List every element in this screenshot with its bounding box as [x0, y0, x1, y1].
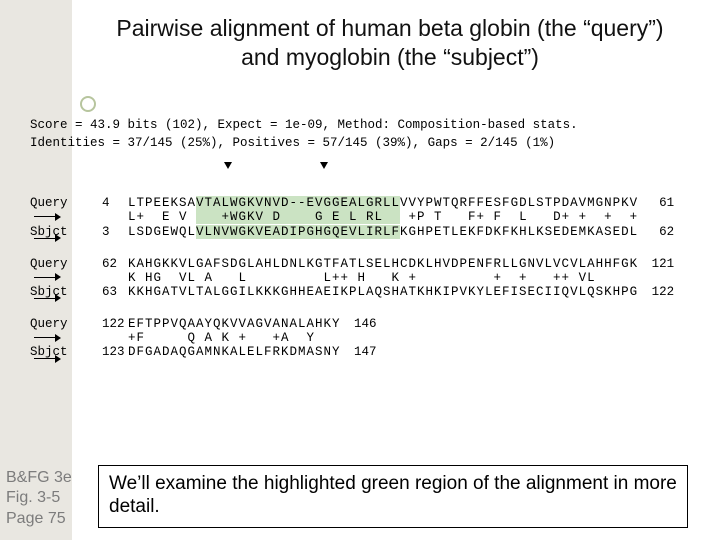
position-start: 4	[102, 196, 128, 210]
position-end: 61	[638, 196, 674, 210]
row-label	[30, 331, 102, 345]
row-label: Query	[30, 196, 102, 210]
arrow-right-icon	[34, 331, 61, 345]
highlight-region: +WGKV D G E L RL	[196, 210, 400, 224]
cite-line-3: Page 75	[6, 509, 72, 530]
position-end: 147	[341, 345, 377, 359]
alignment-stats: Score = 43.9 bits (102), Expect = 1e-09,…	[30, 116, 695, 152]
position-start: 3	[102, 225, 128, 239]
alignment-row: Sbjct3LSDGEWQLVLNVWGKVEADIPGHGQEVLIRLFKG…	[30, 225, 695, 239]
stats-line-2: Identities = 37/145 (25%), Positives = 5…	[30, 134, 695, 152]
row-label	[30, 352, 102, 366]
position-end: 62	[638, 225, 674, 239]
row-label	[30, 271, 102, 285]
sequence-text: K HG VL A L L++ H K + + + ++ VL	[128, 271, 638, 285]
alignment-area: Score = 43.9 bits (102), Expect = 1e-09,…	[30, 116, 695, 355]
ring-decor-icon	[80, 96, 96, 112]
alignment-row: L+ E V +WGKV D G E L RL +P T F+ F L D+ +…	[30, 210, 695, 224]
cite-line-2: Fig. 3-5	[6, 488, 72, 509]
position-end: 122	[638, 285, 674, 299]
sequence-text: EFTPPVQAAYQKVVAGVANALAHKY	[128, 317, 341, 331]
alignment-row: +F Q A K + +A Y	[30, 331, 695, 345]
down-arrow-icon	[320, 162, 328, 169]
alignment-block: Query122EFTPPVQAAYQKVVAGVANALAHKY146+F Q…	[30, 317, 695, 361]
cite-line-1: B&FG 3e	[6, 468, 72, 489]
position-start: 62	[102, 257, 128, 271]
footer-note-box: We’ll examine the highlighted green regi…	[98, 465, 688, 529]
slide-title: Pairwise alignment of human beta globin …	[100, 14, 680, 72]
arrow-right-icon	[34, 292, 61, 306]
sequence-text: DFGADAQGAMNKALELFRKDMASNY	[128, 345, 341, 359]
row-label: Query	[30, 257, 102, 271]
row-label	[30, 292, 102, 306]
alignment-block: Query4LTPEEKSAVTALWGKVNVD--EVGGEALGRLLVV…	[30, 196, 695, 240]
position-start: 63	[102, 285, 128, 299]
position-end: 121	[638, 257, 674, 271]
footer-citation: B&FG 3e Fig. 3-5 Page 75	[6, 468, 72, 530]
sequence-text: +F Q A K + +A Y	[128, 331, 341, 345]
position-start: 123	[102, 345, 128, 359]
arrow-right-icon	[34, 271, 61, 285]
highlight-region: VTALWGKVNVD--EVGGEALGRLL	[196, 196, 400, 210]
down-arrow-icon	[224, 162, 232, 169]
alignment-row: Query122EFTPPVQAAYQKVVAGVANALAHKY146	[30, 317, 695, 331]
row-label: Query	[30, 317, 102, 331]
arrow-right-icon	[34, 352, 61, 366]
sequence-text: KKHGATVLTALGGILKKKGHHEAEIKPLAQSHATKHKIPV…	[128, 285, 638, 299]
alignment-row: Sbjct63KKHGATVLTALGGILKKKGHHEAEIKPLAQSHA…	[30, 285, 695, 299]
alignment-blocks: Query4LTPEEKSAVTALWGKVNVD--EVGGEALGRLLVV…	[30, 196, 695, 361]
highlight-arrows	[30, 164, 695, 174]
sequence-text: LSDGEWQLVLNVWGKVEADIPGHGQEVLIRLFKGHPETLE…	[128, 225, 638, 239]
position-end: 146	[341, 317, 377, 331]
sequence-text: KAHGKKVLGAFSDGLAHLDNLKGTFATLSELHCDKLHVDP…	[128, 257, 638, 271]
arrow-right-icon	[34, 231, 61, 245]
arrow-right-icon	[34, 210, 61, 224]
row-label	[30, 231, 102, 245]
alignment-row: Query62KAHGKKVLGAFSDGLAHLDNLKGTFATLSELHC…	[30, 257, 695, 271]
slide: Pairwise alignment of human beta globin …	[0, 0, 720, 540]
stats-line-1: Score = 43.9 bits (102), Expect = 1e-09,…	[30, 116, 695, 134]
alignment-row: Query4LTPEEKSAVTALWGKVNVD--EVGGEALGRLLVV…	[30, 196, 695, 210]
position-start: 122	[102, 317, 128, 331]
sequence-text: L+ E V +WGKV D G E L RL +P T F+ F L D+ +…	[128, 210, 638, 224]
highlight-region: VLNVWGKVEADIPGHGQEVLIRLF	[196, 225, 400, 239]
alignment-block: Query62KAHGKKVLGAFSDGLAHLDNLKGTFATLSELHC…	[30, 257, 695, 301]
sequence-text: LTPEEKSAVTALWGKVNVD--EVGGEALGRLLVVYPWTQR…	[128, 196, 638, 210]
alignment-row: K HG VL A L L++ H K + + + ++ VL	[30, 271, 695, 285]
row-label	[30, 210, 102, 224]
